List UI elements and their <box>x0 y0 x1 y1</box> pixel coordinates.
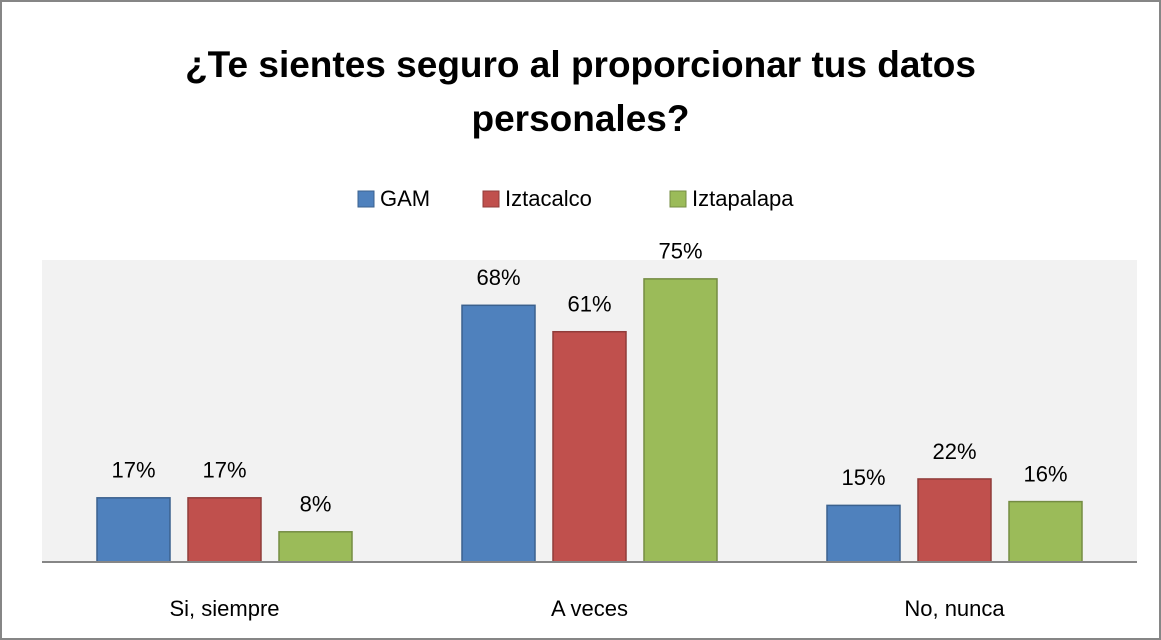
bar <box>96 497 171 563</box>
bar <box>643 278 718 563</box>
legend-swatch <box>357 190 375 208</box>
x-tick-label: A veces <box>551 596 628 621</box>
bar <box>278 531 353 563</box>
chart-title: ¿Te sientes seguro al proporcionar tus d… <box>185 44 976 139</box>
legend-swatch <box>482 190 500 208</box>
x-tick-label: No, nunca <box>904 596 1005 621</box>
data-label: 68% <box>476 265 520 290</box>
bar <box>461 304 536 563</box>
data-label: 16% <box>1023 461 1067 486</box>
bar <box>187 497 262 563</box>
legend-label: Iztapalapa <box>692 186 794 211</box>
data-label: 17% <box>111 458 155 483</box>
data-label: 17% <box>202 458 246 483</box>
legend-label: GAM <box>380 186 430 211</box>
data-label: 22% <box>932 439 976 464</box>
data-label: 75% <box>658 239 702 264</box>
legend-swatch <box>669 190 687 208</box>
bar <box>1008 500 1083 563</box>
data-label: 15% <box>841 465 885 490</box>
bar <box>917 478 992 563</box>
legend-label: Iztacalco <box>505 186 592 211</box>
data-label: 8% <box>300 492 332 517</box>
bar <box>826 504 901 563</box>
data-label: 61% <box>567 292 611 317</box>
bar <box>552 330 627 563</box>
x-tick-label: Si, siempre <box>169 596 279 621</box>
